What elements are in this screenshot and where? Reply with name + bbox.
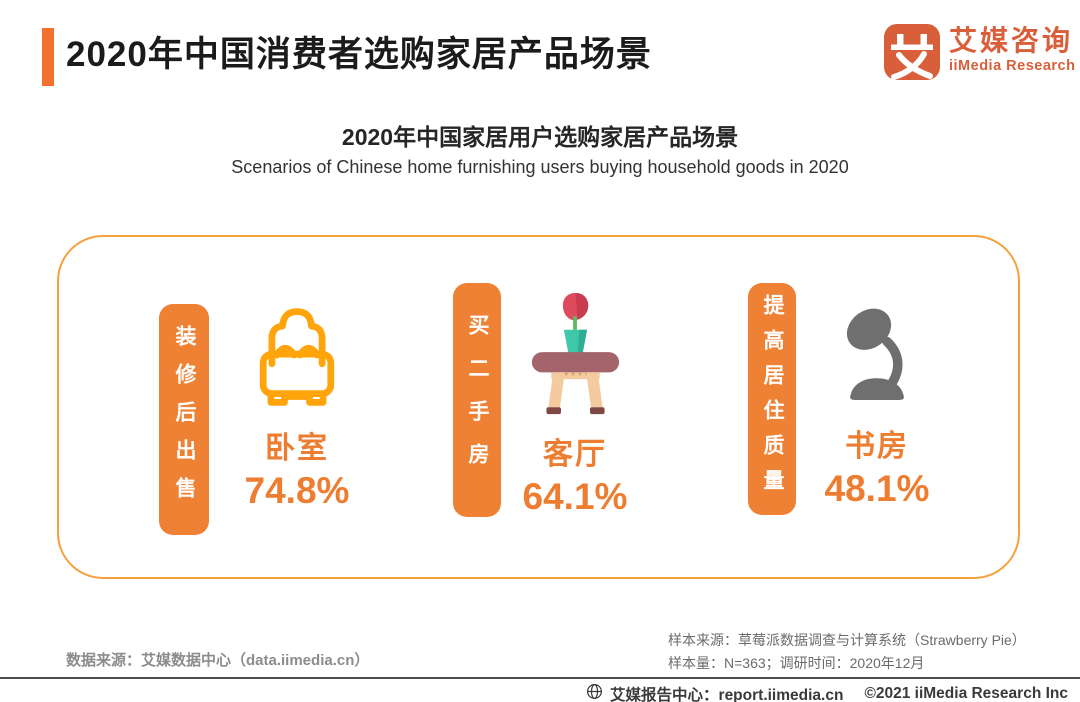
page-title: 2020年中国消费者选购家居产品场景 bbox=[66, 35, 652, 74]
room-value-study: 48.1% bbox=[824, 468, 930, 509]
scenario-bar-improve-living-quality: 提高居住质量 bbox=[748, 283, 796, 515]
side-table-icon bbox=[529, 290, 622, 423]
sample-source-note: 样本来源：草莓派数据调查与计算系统（Strawberry Pie） bbox=[668, 632, 1026, 648]
room-label-study: 书房 bbox=[845, 430, 909, 463]
sample-source-block: 样本来源：草莓派数据调查与计算系统（Strawberry Pie） 样本量：N=… bbox=[668, 629, 1026, 675]
room-value-livingroom: 64.1% bbox=[522, 476, 628, 517]
footer-divider bbox=[0, 677, 1080, 679]
desk-lamp-icon bbox=[839, 300, 916, 405]
report-center-text: 艾媒报告中心：report.iimedia.cn bbox=[610, 687, 844, 702]
footer: 艾媒报告中心：report.iimedia.cn ©2021 iiMedia R… bbox=[586, 683, 1068, 702]
title-accent-bar bbox=[42, 28, 54, 86]
logo-cn-text: 艾媒咨询 bbox=[949, 25, 1074, 56]
sample-info-note: 样本量：N=363；调研时间：2020年12月 bbox=[668, 655, 925, 671]
room-label-bedroom: 卧室 bbox=[265, 432, 329, 465]
scenario-label: 提高居住质量 bbox=[761, 294, 784, 504]
scenario-label: 装修后出售 bbox=[173, 324, 196, 515]
scenario-group-livingroom: 客厅 64.1% bbox=[495, 290, 655, 518]
bed-icon bbox=[245, 300, 349, 417]
scenario-group-bedroom: 卧室 74.8% bbox=[217, 300, 377, 512]
iimedia-logo: 艾媒咨询 iiMedia Research bbox=[884, 24, 1075, 85]
logo-wordmark: 艾媒咨询 iiMedia Research bbox=[949, 24, 1075, 75]
chart-title: 2020年中国家居用户选购家居产品场景 bbox=[341, 124, 739, 150]
copyright-text: ©2021 iiMedia Research Inc bbox=[864, 685, 1068, 702]
scenario-label: 买二手房 bbox=[466, 314, 489, 486]
scenario-panel: 装修后出售 卧室 74.8% 买二手房 bbox=[57, 235, 1020, 579]
chart-subtitle: Scenarios of Chinese home furnishing use… bbox=[231, 157, 849, 177]
room-value-bedroom: 74.8% bbox=[244, 470, 350, 511]
scenario-group-study: 书房 48.1% bbox=[797, 300, 957, 510]
logo-en-text: iiMedia Research bbox=[949, 58, 1076, 74]
globe-icon bbox=[586, 683, 603, 702]
iimedia-logo-icon bbox=[884, 24, 940, 85]
scenario-bar-buy-secondhand-house: 买二手房 bbox=[453, 283, 501, 517]
room-label-livingroom: 客厅 bbox=[543, 438, 607, 471]
scenario-bar-sell-after-renovation: 装修后出售 bbox=[159, 304, 209, 535]
data-source-note: 数据来源：艾媒数据中心（data.iimedia.cn） bbox=[66, 652, 370, 669]
